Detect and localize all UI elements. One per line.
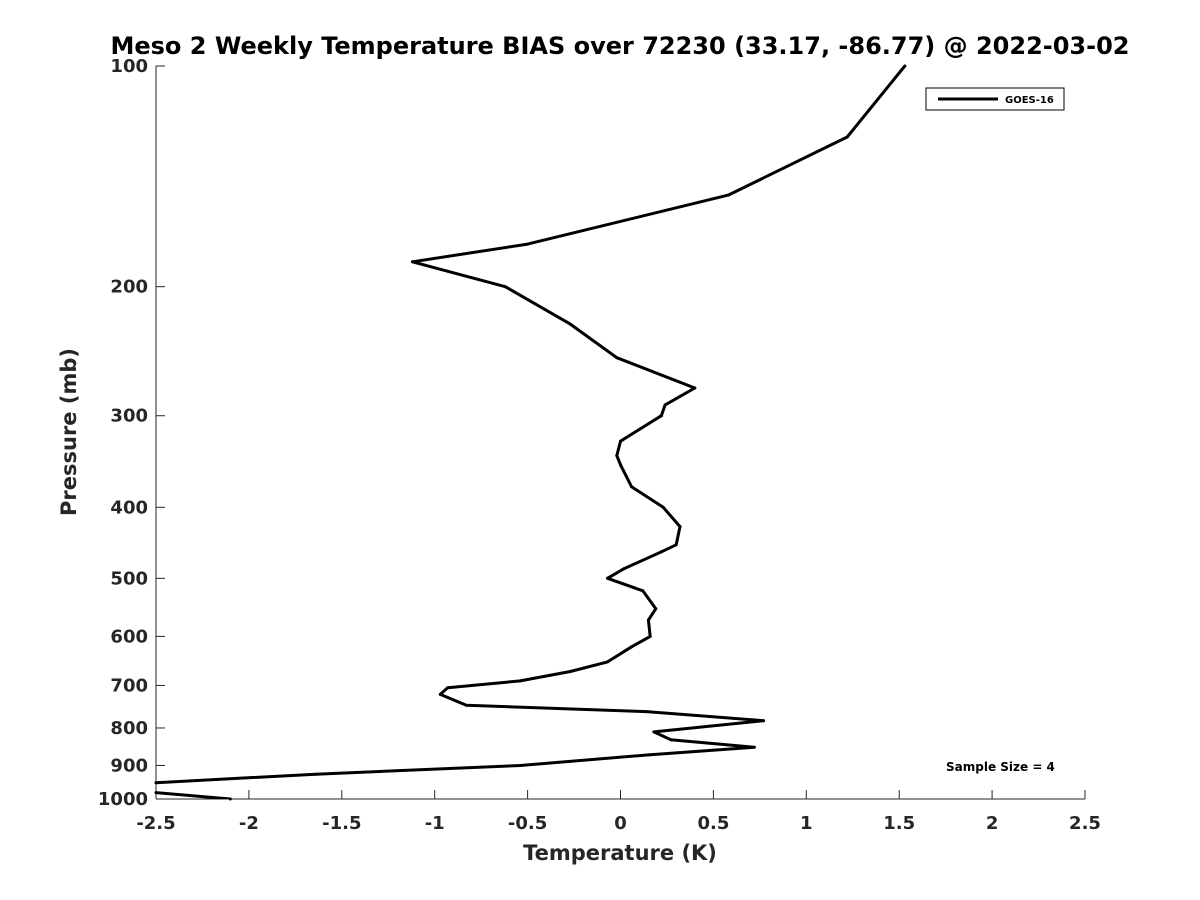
data-point bbox=[845, 135, 849, 139]
data-point bbox=[630, 645, 634, 649]
data-point bbox=[726, 193, 730, 197]
data-point bbox=[314, 772, 318, 776]
data-point bbox=[661, 505, 665, 509]
data-point bbox=[518, 679, 522, 683]
data-point bbox=[663, 403, 667, 407]
data-point bbox=[568, 322, 572, 326]
data-point bbox=[903, 64, 907, 68]
y-tick-label: 300 bbox=[110, 406, 148, 427]
data-point bbox=[659, 414, 663, 418]
y-tick-label: 1000 bbox=[98, 789, 148, 810]
data-point bbox=[648, 634, 652, 638]
x-tick-label: 0 bbox=[614, 813, 627, 834]
data-point bbox=[619, 463, 622, 467]
series-line-goes-16 bbox=[156, 66, 907, 799]
y-tick-label: 700 bbox=[110, 675, 148, 696]
data-point bbox=[410, 260, 414, 264]
data-point bbox=[615, 356, 619, 360]
y-tick-label: 500 bbox=[110, 568, 148, 589]
x-tick-label: -1.5 bbox=[322, 813, 361, 834]
data-point bbox=[568, 670, 572, 673]
x-tick-label: 0.5 bbox=[697, 813, 729, 834]
legend: GOES-16 bbox=[925, 87, 1065, 111]
data-point bbox=[678, 525, 682, 529]
x-tick-label: 1.5 bbox=[883, 813, 915, 834]
chart-title: Meso 2 Weekly Temperature BIAS over 7223… bbox=[110, 32, 1129, 60]
data-point bbox=[619, 439, 622, 443]
data-point bbox=[606, 576, 609, 580]
data-point bbox=[630, 485, 634, 489]
data-point bbox=[622, 567, 626, 571]
data-point bbox=[438, 692, 442, 696]
data-point bbox=[154, 791, 158, 795]
x-tick-label: 1 bbox=[800, 813, 813, 834]
legend-label-goes-16: GOES-16 bbox=[1005, 95, 1054, 106]
data-point bbox=[648, 753, 652, 757]
x-tick-label: -2 bbox=[239, 813, 259, 834]
data-point bbox=[154, 781, 158, 785]
data-point bbox=[518, 764, 522, 767]
data-point bbox=[503, 285, 507, 289]
data-point bbox=[645, 710, 648, 714]
y-tick-label: 200 bbox=[110, 277, 148, 298]
y-tick-label: 900 bbox=[110, 755, 148, 776]
data-point bbox=[615, 454, 619, 458]
x-tick-label: -2.5 bbox=[136, 813, 175, 834]
x-tick-label: 2 bbox=[986, 813, 999, 834]
data-point bbox=[659, 550, 663, 554]
data-point bbox=[652, 730, 656, 734]
x-tick-label: -1 bbox=[425, 813, 445, 834]
series-points bbox=[154, 64, 907, 801]
data-point bbox=[693, 386, 697, 390]
data-point bbox=[646, 618, 650, 622]
data-point bbox=[669, 738, 673, 742]
data-point bbox=[606, 660, 609, 664]
x-tick-label: -0.5 bbox=[508, 813, 547, 834]
y-tick-label: 400 bbox=[110, 497, 148, 518]
data-point bbox=[446, 686, 450, 690]
data-point bbox=[752, 745, 756, 749]
data-point bbox=[526, 242, 530, 246]
data-point bbox=[464, 703, 468, 707]
y-axis-label: Pressure (mb) bbox=[57, 348, 81, 516]
x-tick-label: 2.5 bbox=[1069, 813, 1101, 834]
y-axis-ticks: 100 200 300 400 500 600 700 800 900 1000 bbox=[98, 56, 165, 810]
data-point bbox=[641, 589, 645, 593]
y-tick-label: 600 bbox=[110, 626, 148, 647]
sample-size-annotation: Sample Size = 4 bbox=[946, 760, 1055, 774]
data-point bbox=[674, 543, 678, 547]
data-point bbox=[762, 719, 766, 723]
data-point bbox=[654, 607, 658, 611]
y-tick-label: 800 bbox=[110, 718, 148, 739]
data-point bbox=[228, 797, 232, 801]
x-axis-label: Temperature (K) bbox=[523, 841, 717, 865]
x-axis-ticks: -2.5 -2 -1.5 -1 -0.5 0 0.5 1 1.5 2 2.5 bbox=[136, 790, 1101, 834]
y-tick-label: 100 bbox=[110, 56, 148, 77]
